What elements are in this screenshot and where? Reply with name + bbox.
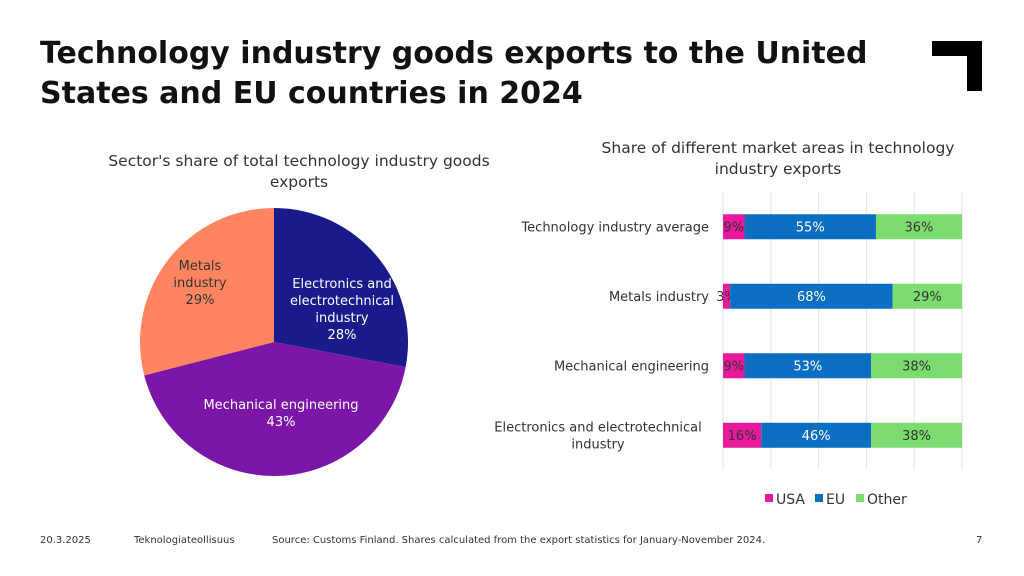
legend-swatch-eu [815, 494, 823, 502]
data-label: 9% [723, 220, 744, 235]
data-label: 46% [802, 429, 831, 444]
data-label: 55% [796, 220, 825, 235]
legend-label-eu: EU [826, 492, 845, 508]
pie-label-mechanical: Mechanical engineering 43% [203, 398, 359, 430]
legend-label-usa: USA [776, 492, 805, 508]
bar-segment-eu [730, 283, 893, 309]
category-label: Electronics and electrotechnical industry [494, 420, 702, 452]
data-label: 9% [723, 359, 744, 374]
bar-segment-other [875, 214, 962, 240]
footer-page-number: 7 [976, 535, 983, 546]
legend-swatch-other [856, 494, 864, 502]
bar-segment-usa [723, 353, 745, 379]
pie-label-metals: Metals industry 29% [173, 259, 227, 308]
data-label: 36% [905, 220, 934, 235]
bar-segment-other [892, 283, 962, 309]
bar-segment-eu [744, 353, 872, 379]
pie-label-electronics: Electronics and electrotechnical industr… [290, 277, 394, 343]
data-label: 68% [797, 290, 826, 305]
bar-segment-other [871, 353, 962, 379]
category-label: Metals industry [609, 290, 709, 305]
corner-bracket-logo [932, 41, 982, 91]
data-label: 38% [902, 359, 931, 374]
bar-chart-title: Share of different market areas in techn… [601, 139, 955, 178]
data-label: 53% [793, 359, 822, 374]
data-label: 38% [902, 429, 931, 444]
data-label: 29% [913, 290, 942, 305]
footer-date: 20.3.2025 [40, 535, 91, 546]
bar-segment-usa [723, 283, 731, 309]
bar-segment-eu [744, 214, 876, 240]
footer-source: Source: Customs Finland. Shares calculat… [272, 535, 766, 546]
page-title: Technology industry goods exports to the… [40, 36, 868, 111]
pie-chart-title: Sector's share of total technology indus… [108, 152, 490, 191]
legend-label-other: Other [867, 492, 907, 508]
category-label: Mechanical engineering [554, 359, 709, 374]
category-label: Technology industry average [520, 220, 709, 235]
pie-slice-1 [144, 342, 406, 476]
footer-organization: Teknologiateollisuus [134, 535, 235, 546]
pie-slice-0 [274, 208, 408, 368]
bar-segment-usa [723, 422, 762, 448]
legend-swatch-usa [765, 494, 773, 502]
pie-slice-2 [140, 208, 274, 376]
data-label: 16% [728, 429, 757, 444]
bar-segment-usa [723, 214, 745, 240]
bar-segment-eu [761, 422, 872, 448]
bar-segment-other [871, 422, 962, 448]
